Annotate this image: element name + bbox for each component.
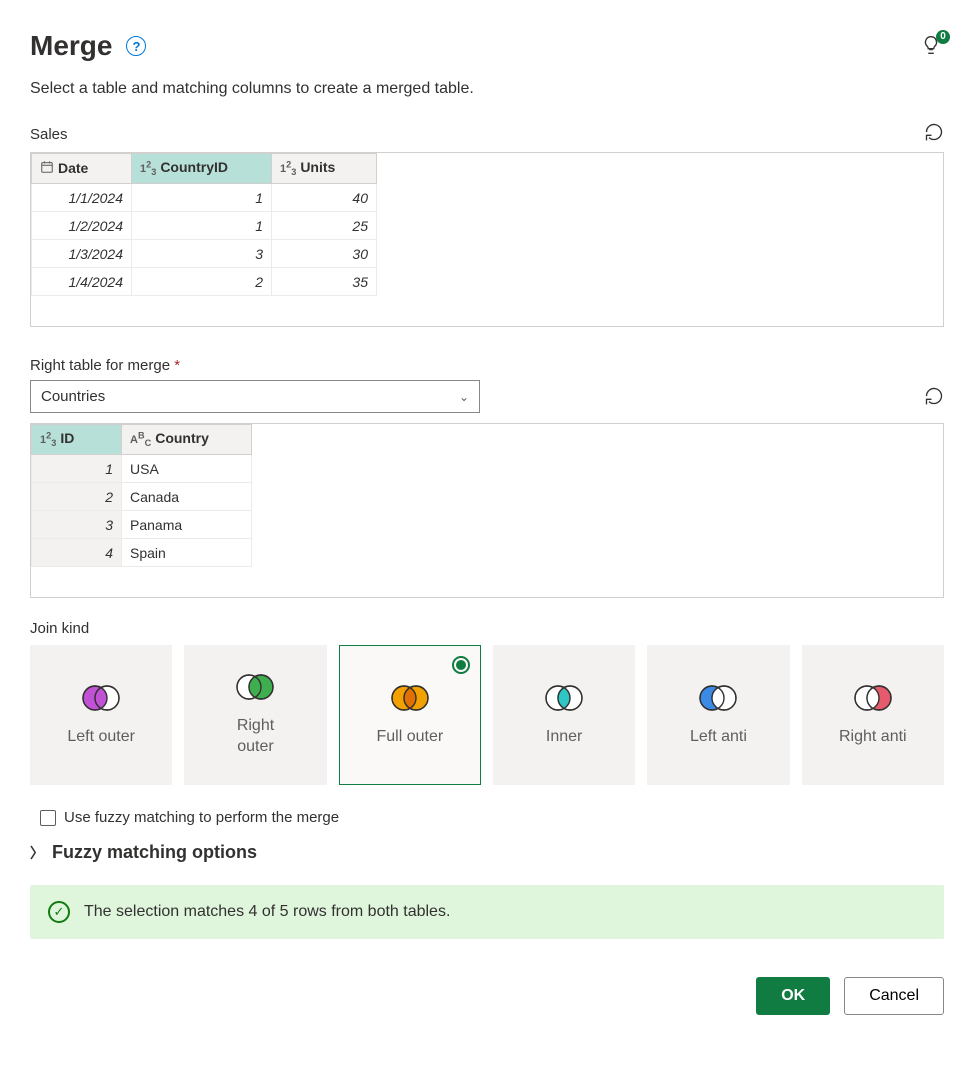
join-full-outer[interactable]: Full outer — [339, 645, 481, 785]
join-left-outer[interactable]: Left outer — [30, 645, 172, 785]
required-indicator: * — [174, 357, 180, 374]
right-table-value: Countries — [41, 388, 105, 405]
help-icon[interactable]: ? — [126, 36, 146, 56]
fuzzy-checkbox[interactable] — [40, 810, 56, 826]
table-row[interactable]: 1/3/2024330 — [32, 240, 377, 268]
text-type-icon: ABC — [130, 434, 151, 446]
join-label: Full outer — [376, 727, 443, 748]
venn-icon — [851, 683, 895, 713]
join-right-outer[interactable]: Rightouter — [184, 645, 326, 785]
number-type-icon: 123 — [40, 434, 56, 446]
join-left-anti[interactable]: Left anti — [647, 645, 789, 785]
ok-button[interactable]: OK — [756, 977, 830, 1015]
table-row[interactable]: 1/1/2024140 — [32, 184, 377, 212]
join-right-anti[interactable]: Right anti — [802, 645, 944, 785]
join-label: Left anti — [690, 727, 747, 748]
join-label: Right anti — [839, 727, 907, 748]
venn-icon — [79, 683, 123, 713]
join-kind-label: Join kind — [30, 620, 944, 637]
join-label: Inner — [546, 727, 582, 748]
tips-badge: 0 — [936, 30, 950, 44]
table-row[interactable]: 1/4/2024235 — [32, 268, 377, 296]
match-status-bar: ✓ The selection matches 4 of 5 rows from… — [30, 885, 944, 939]
refresh-right-icon[interactable] — [924, 386, 944, 409]
chevron-down-icon: ⌄ — [459, 390, 469, 404]
column-header[interactable]: 123Units — [272, 154, 377, 184]
dialog-subtitle: Select a table and matching columns to c… — [30, 80, 944, 98]
venn-icon — [542, 683, 586, 713]
left-table-name: Sales — [30, 126, 68, 143]
chevron-right-icon: 〉 — [30, 843, 44, 863]
column-header[interactable]: ABCCountry — [122, 425, 252, 455]
tips-icon[interactable]: 0 — [920, 34, 944, 58]
cancel-button[interactable]: Cancel — [844, 977, 944, 1015]
table-row[interactable]: 3Panama — [32, 511, 252, 539]
join-inner[interactable]: Inner — [493, 645, 635, 785]
right-table-dropdown[interactable]: Countries ⌄ — [30, 380, 480, 413]
join-label: Left outer — [67, 727, 135, 748]
success-icon: ✓ — [48, 901, 70, 923]
join-label: Rightouter — [237, 716, 274, 758]
fuzzy-options-label: Fuzzy matching options — [52, 842, 257, 863]
right-table-label: Right table for merge — [30, 357, 170, 374]
date-type-icon — [40, 160, 54, 177]
venn-icon — [233, 672, 277, 702]
column-header[interactable]: 123ID — [32, 425, 122, 455]
table-row[interactable]: 4Spain — [32, 539, 252, 567]
table-row[interactable]: 1USA — [32, 455, 252, 483]
match-status-text: The selection matches 4 of 5 rows from b… — [84, 903, 450, 921]
left-table-preview[interactable]: Date123CountryID123Units1/1/20241401/2/2… — [30, 152, 944, 327]
fuzzy-options-expander[interactable]: 〉 Fuzzy matching options — [30, 842, 944, 863]
venn-icon — [696, 683, 740, 713]
column-header[interactable]: Date — [32, 154, 132, 184]
fuzzy-checkbox-label: Use fuzzy matching to perform the merge — [64, 809, 339, 826]
right-table-preview[interactable]: 123IDABCCountry1USA2Canada3Panama4Spain — [30, 423, 944, 598]
refresh-left-icon[interactable] — [924, 122, 944, 146]
table-row[interactable]: 1/2/2024125 — [32, 212, 377, 240]
table-row[interactable]: 2Canada — [32, 483, 252, 511]
number-type-icon: 123 — [280, 163, 296, 175]
venn-icon — [388, 683, 432, 713]
column-header[interactable]: 123CountryID — [132, 154, 272, 184]
number-type-icon: 123 — [140, 163, 156, 175]
selected-radio-icon — [452, 656, 470, 674]
dialog-title: Merge — [30, 30, 112, 62]
